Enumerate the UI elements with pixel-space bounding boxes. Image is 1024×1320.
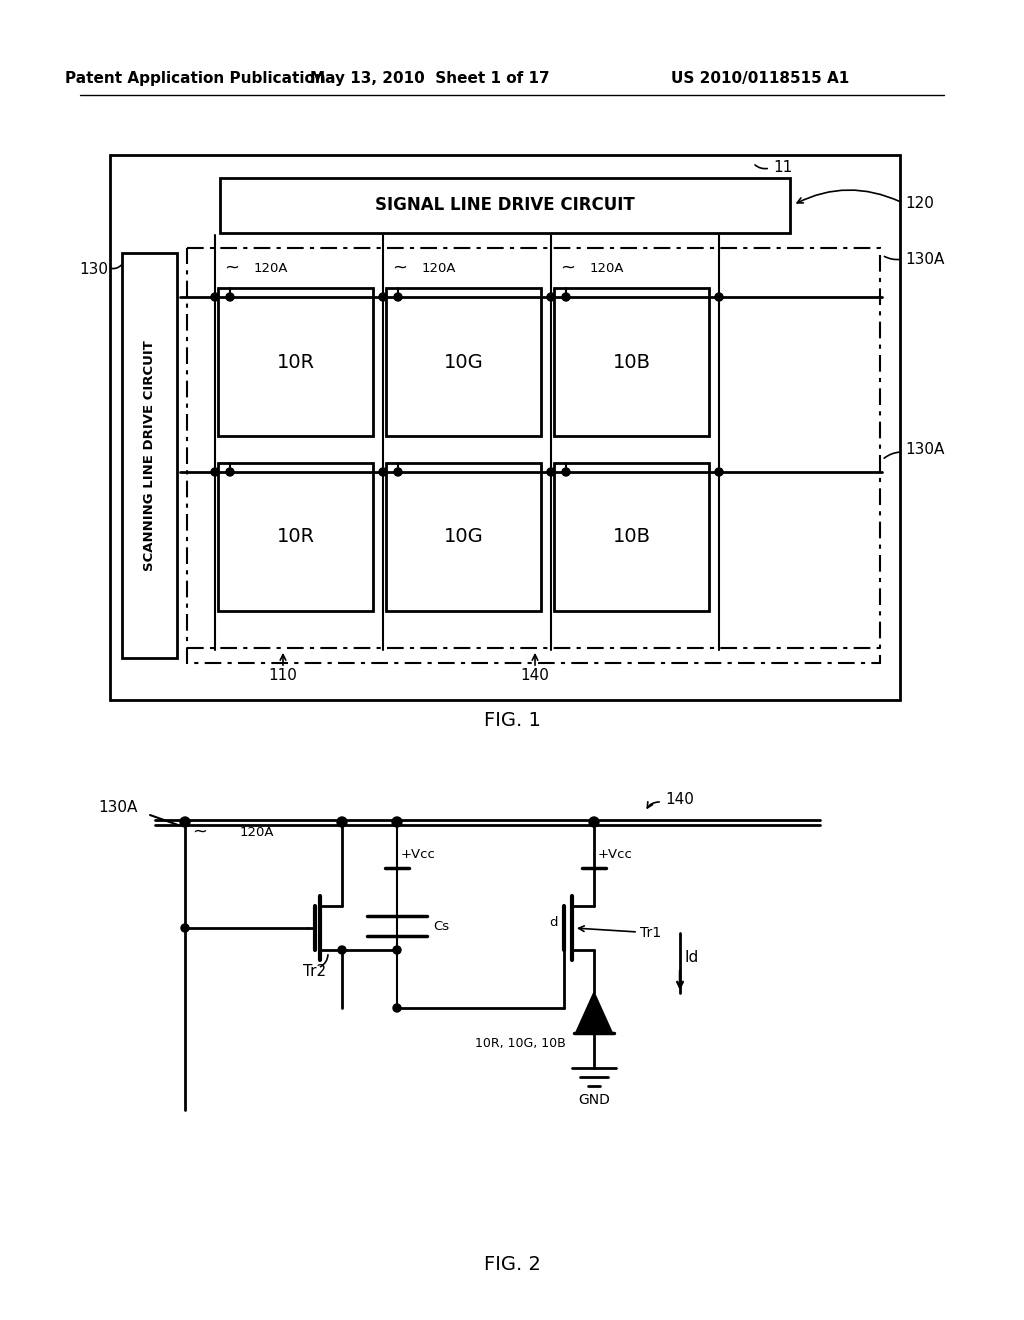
Bar bbox=[110, 154, 900, 700]
Text: Patent Application Publication: Patent Application Publication bbox=[65, 70, 326, 86]
Text: 120: 120 bbox=[905, 195, 934, 210]
Circle shape bbox=[589, 817, 599, 828]
Circle shape bbox=[715, 469, 723, 477]
Circle shape bbox=[180, 817, 190, 828]
Circle shape bbox=[393, 946, 401, 954]
Circle shape bbox=[392, 817, 402, 828]
Text: 140: 140 bbox=[665, 792, 694, 808]
Text: May 13, 2010  Sheet 1 of 17: May 13, 2010 Sheet 1 of 17 bbox=[310, 70, 550, 86]
Circle shape bbox=[337, 817, 347, 828]
Text: 120A: 120A bbox=[240, 825, 274, 838]
Circle shape bbox=[226, 293, 234, 301]
Text: 130A: 130A bbox=[905, 252, 944, 268]
Text: Cs: Cs bbox=[433, 920, 450, 932]
Text: 140: 140 bbox=[520, 668, 550, 684]
Circle shape bbox=[715, 293, 723, 301]
Text: +Vcc: +Vcc bbox=[598, 847, 633, 861]
Text: ~: ~ bbox=[392, 259, 408, 277]
Circle shape bbox=[394, 469, 402, 477]
Bar bbox=[554, 288, 709, 436]
Text: ~: ~ bbox=[224, 259, 240, 277]
Text: 10R: 10R bbox=[276, 528, 314, 546]
Text: 10G: 10G bbox=[443, 352, 483, 371]
Text: d: d bbox=[550, 916, 558, 928]
Text: SCANNING LINE DRIVE CIRCUIT: SCANNING LINE DRIVE CIRCUIT bbox=[143, 341, 156, 572]
Text: Tr2: Tr2 bbox=[303, 965, 327, 979]
Text: 10R, 10G, 10B: 10R, 10G, 10B bbox=[475, 1036, 566, 1049]
Text: 10B: 10B bbox=[612, 352, 650, 371]
Text: 130A: 130A bbox=[905, 442, 944, 458]
Text: ~: ~ bbox=[560, 259, 575, 277]
Text: Tr1: Tr1 bbox=[640, 927, 662, 940]
Circle shape bbox=[211, 469, 219, 477]
Circle shape bbox=[562, 293, 570, 301]
Bar bbox=[218, 288, 373, 436]
Circle shape bbox=[379, 469, 387, 477]
Bar bbox=[386, 463, 541, 611]
Text: Id: Id bbox=[685, 950, 699, 965]
Bar bbox=[220, 178, 790, 234]
Circle shape bbox=[338, 946, 346, 954]
Text: 10B: 10B bbox=[612, 528, 650, 546]
Circle shape bbox=[547, 293, 555, 301]
Text: GND: GND bbox=[579, 1093, 610, 1107]
Text: 130A: 130A bbox=[98, 800, 138, 816]
Bar bbox=[218, 463, 373, 611]
Text: ~: ~ bbox=[193, 822, 208, 841]
Circle shape bbox=[393, 1005, 401, 1012]
Text: 10G: 10G bbox=[443, 528, 483, 546]
Bar bbox=[554, 463, 709, 611]
Circle shape bbox=[562, 469, 570, 477]
Text: +Vcc: +Vcc bbox=[401, 847, 436, 861]
Circle shape bbox=[211, 293, 219, 301]
Text: 10R: 10R bbox=[276, 352, 314, 371]
Text: SIGNAL LINE DRIVE CIRCUIT: SIGNAL LINE DRIVE CIRCUIT bbox=[375, 197, 635, 214]
Bar bbox=[122, 253, 177, 657]
Circle shape bbox=[379, 293, 387, 301]
Circle shape bbox=[226, 469, 234, 477]
Text: 120A: 120A bbox=[590, 261, 625, 275]
Text: US 2010/0118515 A1: US 2010/0118515 A1 bbox=[671, 70, 849, 86]
Text: FIG. 2: FIG. 2 bbox=[483, 1255, 541, 1275]
Circle shape bbox=[547, 469, 555, 477]
Circle shape bbox=[181, 924, 189, 932]
Text: 110: 110 bbox=[268, 668, 297, 684]
Polygon shape bbox=[575, 993, 612, 1034]
Text: 120A: 120A bbox=[422, 261, 457, 275]
Text: 120A: 120A bbox=[254, 261, 289, 275]
Text: FIG. 1: FIG. 1 bbox=[483, 710, 541, 730]
Bar bbox=[386, 288, 541, 436]
Circle shape bbox=[394, 293, 402, 301]
Text: 130: 130 bbox=[79, 263, 108, 277]
Bar bbox=[187, 248, 880, 663]
Text: 11: 11 bbox=[773, 161, 793, 176]
